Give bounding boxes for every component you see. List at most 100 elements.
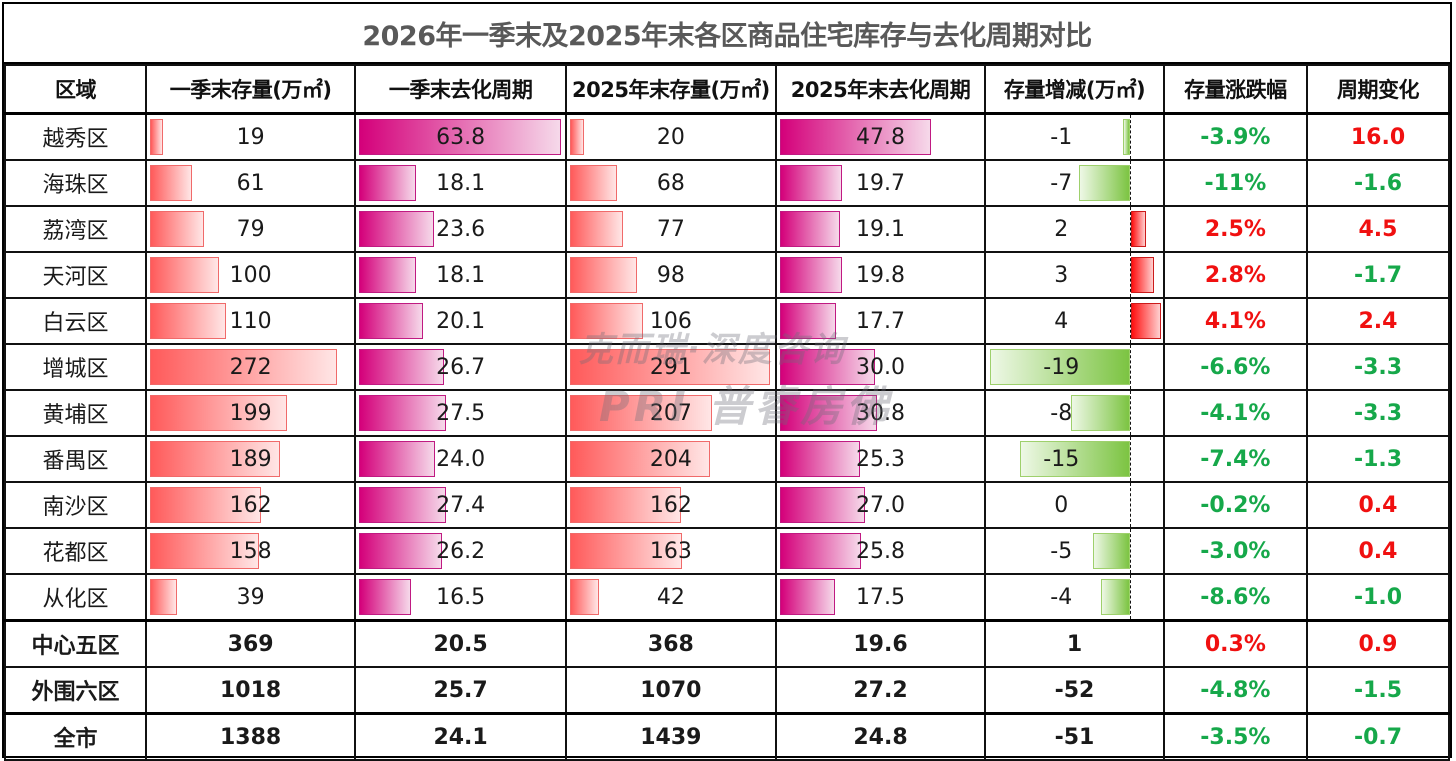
stock-delta-cell: -51 — [984, 712, 1165, 761]
q1-cycle-cell-bar — [359, 165, 417, 201]
cycle-change-cell: -3.3 — [1306, 343, 1450, 391]
cycle-change-cell: -1.0 — [1306, 573, 1450, 622]
stock-delta-cell: 2 — [984, 205, 1165, 253]
q1-stock-cell: 39 — [145, 573, 357, 622]
y25-stock-cell-value: 1070 — [640, 677, 702, 703]
stock-delta-value: -19 — [1043, 354, 1080, 380]
q1-stock-cell-value: 199 — [229, 400, 272, 426]
zero-axis-line — [1130, 392, 1132, 434]
stock-delta-value: -15 — [1043, 446, 1080, 472]
header-y25-stock: 2025年末存量(万㎡) — [564, 64, 777, 115]
stock-delta-cell: -19 — [984, 343, 1165, 391]
y25-cycle-cell: 25.3 — [774, 435, 987, 483]
q1-cycle-cell: 18.1 — [354, 159, 567, 207]
q1-stock-cell: 100 — [145, 251, 357, 299]
header-row: 区域 一季末存量(万㎡) 一季末去化周期 2025年末存量(万㎡) 2025年末… — [3, 64, 1450, 115]
q1-stock-cell-value: 162 — [229, 492, 272, 518]
y25-stock-cell-bar — [569, 441, 711, 477]
y25-cycle-cell-value: 27.0 — [856, 492, 905, 518]
q1-stock-cell: 199 — [145, 389, 357, 437]
q1-cycle-cell-value: 63.8 — [436, 124, 486, 150]
q1-cycle-cell: 20.1 — [354, 297, 567, 345]
q1-stock-cell: 61 — [145, 159, 357, 207]
stock-pct-cell: -3.5% — [1162, 712, 1309, 761]
stock-delta-cell: -4 — [984, 573, 1165, 622]
cycle-change-cell: 0.4 — [1306, 527, 1450, 575]
y25-cycle-cell: 25.8 — [774, 527, 987, 575]
region-cell: 越秀区 — [3, 112, 148, 161]
q1-cycle-cell-bar — [359, 579, 412, 615]
y25-stock-cell: 1439 — [564, 712, 777, 761]
stock-delta-value: -5 — [1050, 538, 1073, 564]
stock-pct-cell: 2.5% — [1162, 205, 1309, 253]
q1-stock-cell: 189 — [145, 435, 357, 483]
header-stock-delta: 存量增减(万㎡) — [984, 64, 1165, 115]
stock-pct-cell: -4.8% — [1162, 666, 1309, 715]
header-cycle-change: 周期变化 — [1306, 64, 1450, 115]
q1-stock-cell: 110 — [145, 297, 357, 345]
y25-stock-cell-bar — [569, 533, 682, 569]
stock-delta-cell: 0 — [984, 481, 1165, 529]
q1-cycle-cell-value: 26.7 — [436, 354, 486, 380]
y25-stock-cell-value: 106 — [649, 308, 692, 334]
q1-stock-cell-value: 369 — [227, 631, 274, 657]
decrease-bar — [1122, 119, 1131, 155]
y25-cycle-cell-value: 24.8 — [853, 724, 908, 750]
q1-stock-cell-bar — [150, 165, 192, 201]
y25-stock-cell-bar — [569, 487, 682, 523]
y25-stock-cell: 20 — [564, 112, 777, 161]
stock-pct-cell: -6.6% — [1162, 343, 1309, 391]
q1-stock-cell: 158 — [145, 527, 357, 575]
y25-cycle-cell-value: 19.8 — [856, 262, 905, 288]
region-cell: 增城区 — [3, 343, 148, 391]
decrease-bar — [1078, 165, 1131, 201]
y25-stock-cell-value: 291 — [649, 354, 692, 380]
stock-delta-cell: -8 — [984, 389, 1165, 437]
stock-pct-cell: -0.2% — [1162, 481, 1309, 529]
y25-cycle-cell: 19.8 — [774, 251, 987, 299]
y25-stock-cell-value: 162 — [649, 492, 692, 518]
stock-delta-cell: -52 — [984, 666, 1165, 715]
q1-stock-cell-bar — [150, 257, 219, 293]
cycle-change-cell: 4.5 — [1306, 205, 1450, 253]
y25-cycle-cell-bar — [779, 303, 836, 339]
header-y25-cycle: 2025年末去化周期 — [774, 64, 987, 115]
summary-row: 中心五区 369 20.5 368 19.6 1 0.3% 0.9 — [3, 619, 1450, 668]
zero-axis-line — [1130, 254, 1132, 296]
q1-stock-cell-value: 272 — [229, 354, 272, 380]
q1-stock-cell-bar — [150, 395, 287, 431]
table-row: 南沙区 162 27.4 162 27.0 0 -0.2% 0.4 — [3, 481, 1450, 529]
region-cell: 荔湾区 — [3, 205, 148, 253]
q1-cycle-cell-value: 25.7 — [433, 677, 488, 703]
q1-stock-cell: 162 — [145, 481, 357, 529]
region-cell: 中心五区 — [3, 619, 148, 668]
table-row: 天河区 100 18.1 98 19.8 3 2.8% -1.7 — [3, 251, 1450, 299]
q1-stock-cell-bar — [150, 579, 177, 615]
header-q1-cycle: 一季末去化周期 — [354, 64, 567, 115]
q1-cycle-cell-bar — [359, 349, 444, 385]
cycle-change-cell: -0.7 — [1306, 712, 1450, 761]
y25-cycle-cell-value: 19.1 — [856, 216, 905, 242]
table-row: 花都区 158 26.2 163 25.8 -5 -3.0% 0.4 — [3, 527, 1450, 575]
y25-cycle-cell: 17.5 — [774, 573, 987, 622]
region-cell: 从化区 — [3, 573, 148, 622]
q1-stock-cell-value: 100 — [229, 262, 272, 288]
header-stock-pct: 存量涨跌幅 — [1162, 64, 1309, 115]
y25-cycle-cell: 30.0 — [774, 343, 987, 391]
stock-delta-value: -4 — [1050, 584, 1073, 610]
q1-cycle-cell: 63.8 — [354, 112, 567, 161]
stock-pct-cell: 0.3% — [1162, 619, 1309, 668]
y25-stock-cell: 77 — [564, 205, 777, 253]
summary-row: 外围六区 1018 25.7 1070 27.2 -52 -4.8% -1.5 — [3, 666, 1450, 715]
stock-delta-value: -1 — [1050, 124, 1073, 150]
stock-delta-value: -8 — [1050, 400, 1073, 426]
q1-cycle-cell-bar — [359, 119, 562, 155]
y25-stock-cell-bar — [569, 349, 770, 385]
q1-stock-cell-bar — [150, 349, 337, 385]
q1-stock-cell-bar — [150, 533, 259, 569]
table-row: 越秀区 19 63.8 20 47.8 -1 -3.9% 16.0 — [3, 112, 1450, 161]
increase-bar — [1131, 303, 1162, 339]
q1-cycle-cell-bar — [359, 441, 436, 477]
y25-cycle-cell: 19.7 — [774, 159, 987, 207]
zero-axis-line — [1130, 438, 1132, 480]
